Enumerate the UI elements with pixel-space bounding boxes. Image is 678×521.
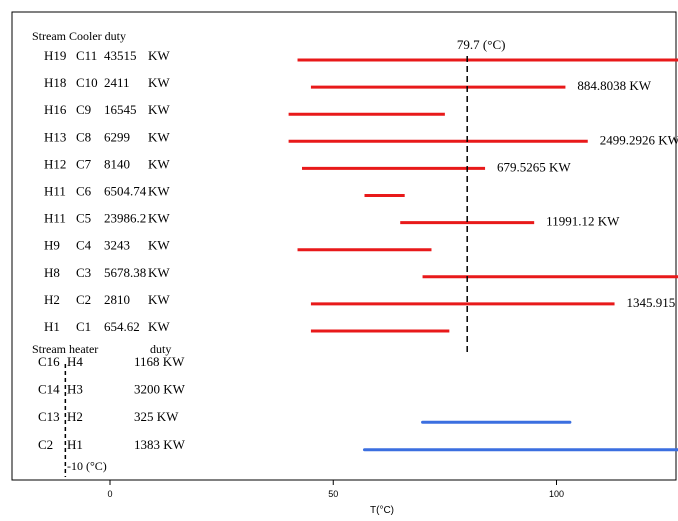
cooler-duty: 2411 bbox=[104, 75, 130, 90]
cooler-reference-label: 79.7 (°C) bbox=[457, 37, 506, 52]
cooler-row: H16 C9 16545 KW bbox=[44, 102, 445, 117]
cooler-duty: 43515 bbox=[104, 48, 137, 63]
cooler-cold-stream: C2 bbox=[76, 292, 91, 307]
cooler-row: H11 C6 6504.74 KW bbox=[44, 184, 405, 199]
heater-hot-stream: H1 bbox=[67, 437, 83, 452]
cooler-row: H19C1143515KW5743.456 KW bbox=[44, 48, 678, 63]
cooler-hot-stream: H18 bbox=[44, 75, 66, 90]
cooler-duty-unit: KW bbox=[148, 184, 170, 199]
cooler-duty-annotation: 679.5265 KW bbox=[497, 159, 571, 174]
heater-hot-stream: H2 bbox=[67, 409, 83, 424]
cooler-duty: 5678.38 bbox=[104, 265, 146, 280]
cooler-duty: 8140 bbox=[104, 156, 130, 171]
cooler-hot-stream: H16 bbox=[44, 102, 67, 117]
plot-frame bbox=[11, 11, 677, 481]
cooler-cold-stream: C1 bbox=[76, 319, 91, 334]
cooler-duty-unit: KW bbox=[148, 211, 170, 226]
heater-hot-stream: H3 bbox=[67, 382, 83, 397]
heater-cold-stream: C2 bbox=[38, 437, 53, 452]
cooler-row: H1 C1 654.62 KW bbox=[44, 319, 450, 334]
x-axis-label: T(°C) bbox=[370, 505, 394, 516]
heater-duty: 3200 KW bbox=[134, 382, 186, 397]
cooler-duty-unit: KW bbox=[148, 102, 170, 117]
cooler-cold-stream: C7 bbox=[76, 156, 92, 171]
heater-row: C14 H3 3200 KW bbox=[38, 382, 186, 397]
cooler-duty-annotation: 1345.915 KW bbox=[627, 295, 678, 310]
heater-hot-stream: H4 bbox=[67, 354, 83, 369]
heater-duty: 1168 KW bbox=[134, 354, 185, 369]
heater-cold-stream: C14 bbox=[38, 382, 60, 397]
cooler-row: H2 C2 2810 KW 1345.915 KW bbox=[44, 292, 678, 310]
x-tick-label: 0 bbox=[107, 489, 112, 499]
cooler-cold-stream: C3 bbox=[76, 265, 91, 280]
x-axis: 050100150200250 bbox=[107, 480, 564, 499]
cooler-duty-unit: KW bbox=[148, 238, 170, 253]
cooler-hot-stream: H11 bbox=[44, 211, 66, 226]
cooler-duty: 2810 bbox=[104, 292, 130, 307]
heater-section-header-duty: duty bbox=[150, 342, 171, 356]
cooler-hot-stream: H12 bbox=[44, 156, 66, 171]
cooler-hot-stream: H8 bbox=[44, 265, 60, 280]
cooler-cold-stream: C5 bbox=[76, 211, 91, 226]
cooler-row: H11 C5 23986.2 KW 11991.12 KW bbox=[44, 211, 620, 229]
cooler-hot-stream: H11 bbox=[44, 184, 66, 199]
cooler-duty-unit: KW bbox=[148, 129, 170, 144]
cooler-duty: 654.62 bbox=[104, 319, 140, 334]
cooler-duty-unit: KW bbox=[148, 48, 170, 63]
cooler-hot-stream: H2 bbox=[44, 292, 60, 307]
cooler-duty-unit: KW bbox=[148, 292, 170, 307]
cooler-row: H13 C8 6299 KW 2499.2926 KW bbox=[44, 129, 678, 147]
cooler-duty-annotation: 2499.2926 KW bbox=[600, 132, 678, 147]
cooler-hot-stream: H9 bbox=[44, 238, 60, 253]
cooler-section-header: Stream Cooler duty bbox=[32, 29, 126, 43]
cooler-row: H18 C10 2411 KW 884.8038 KW bbox=[44, 75, 652, 93]
cooler-duty-annotation: 11991.12 KW bbox=[546, 214, 620, 229]
cooler-hot-stream: H1 bbox=[44, 319, 60, 334]
cooler-cold-stream: C11 bbox=[76, 48, 97, 63]
cooler-cold-stream: C10 bbox=[76, 75, 98, 90]
cooler-row: H12 C7 8140 KW 679.5265 KW bbox=[44, 156, 571, 174]
heater-reference-label: -10 (°C) bbox=[67, 459, 107, 473]
heater-cold-stream: C13 bbox=[38, 409, 60, 424]
cooler-duty: 6299 bbox=[104, 129, 130, 144]
cooler-cold-stream: C4 bbox=[76, 238, 92, 253]
cooler-duty: 16545 bbox=[104, 102, 137, 117]
cooler-cold-stream: C6 bbox=[76, 184, 92, 199]
cooler-duty-unit: KW bbox=[148, 156, 170, 171]
x-tick-label: 50 bbox=[328, 489, 338, 499]
heater-row: C13 H2 325 KW bbox=[38, 409, 572, 424]
cooler-duty-unit: KW bbox=[148, 265, 170, 280]
cooler-cold-stream: C8 bbox=[76, 129, 91, 144]
heater-duty: 325 KW bbox=[134, 409, 179, 424]
cooler-hot-stream: H13 bbox=[44, 129, 66, 144]
cooler-duty-annotation: 884.8038 KW bbox=[577, 78, 651, 93]
cooler-hot-stream: H19 bbox=[44, 48, 66, 63]
cooler-duty-unit: KW bbox=[148, 75, 170, 90]
heater-row: C16 H4 1168 KW bbox=[38, 354, 185, 369]
heater-cold-stream: C16 bbox=[38, 354, 60, 369]
cooler-duty: 3243 bbox=[104, 238, 130, 253]
heater-section-header-stream: Stream heater bbox=[32, 342, 98, 356]
cooler-row: H9 C4 3243 KW bbox=[44, 238, 432, 253]
cooler-cold-stream: C9 bbox=[76, 102, 91, 117]
x-tick-label: 100 bbox=[549, 489, 564, 499]
cooler-duty: 23986.2 bbox=[104, 211, 146, 226]
heater-row: C2 H1 1383 KW bbox=[38, 437, 678, 452]
cooler-duty: 6504.74 bbox=[104, 184, 147, 199]
heater-duty: 1383 KW bbox=[134, 437, 186, 452]
cooler-duty-unit: KW bbox=[148, 319, 170, 334]
